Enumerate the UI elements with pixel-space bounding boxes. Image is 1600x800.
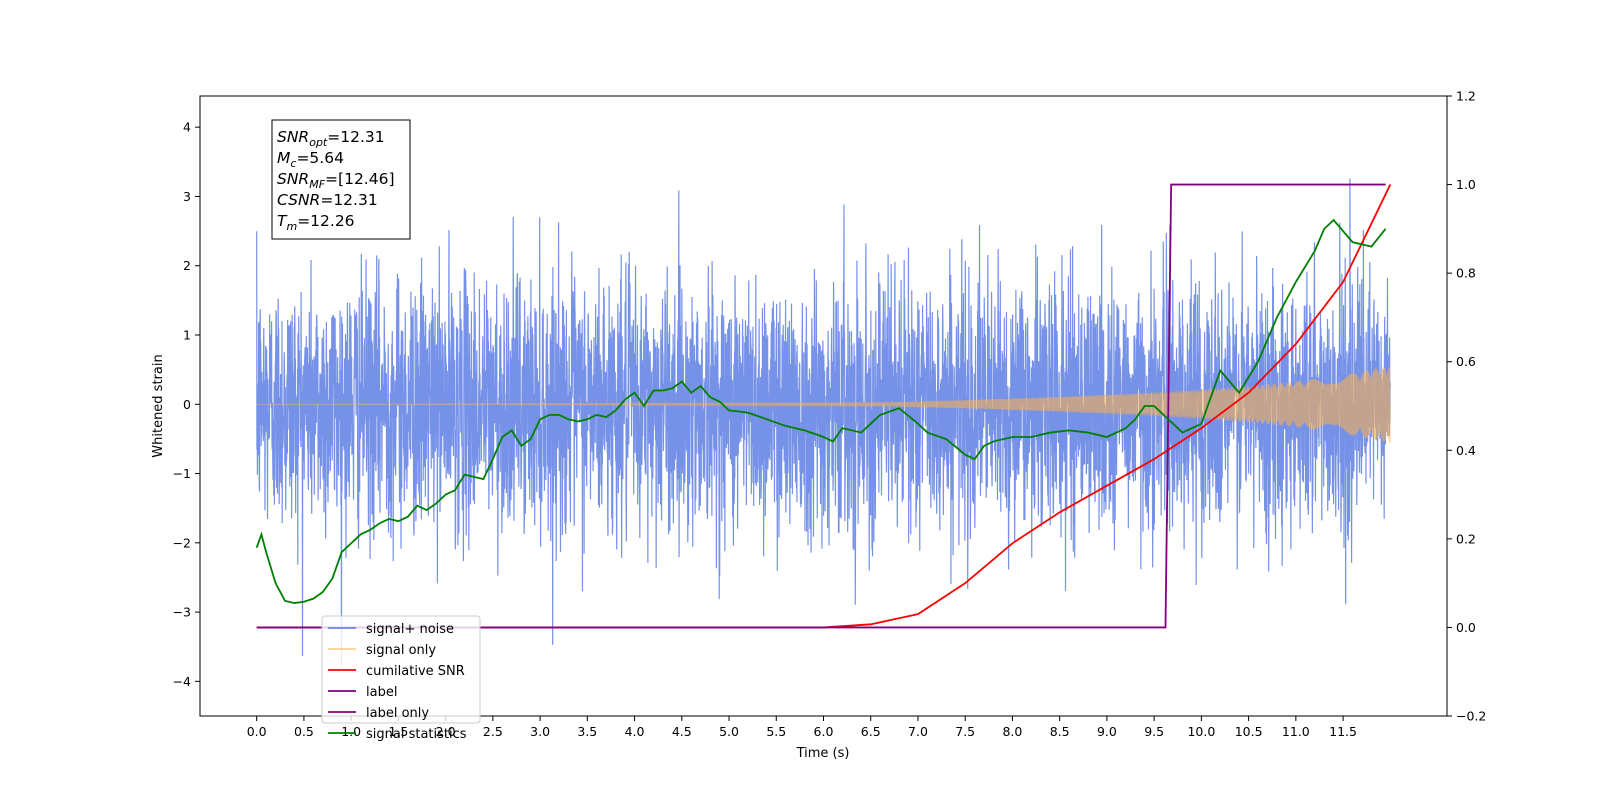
annotation-line: CSNR=12.31 (277, 191, 378, 209)
x-tick-label: 8.5 (1050, 724, 1070, 739)
annotation-symbol: T (277, 212, 288, 230)
x-tick-label: 9.0 (1097, 724, 1117, 739)
x-tick-label: 3.5 (577, 724, 597, 739)
annotation-value: =12.31 (327, 128, 384, 146)
series-cumulative-snr-line (256, 184, 1392, 629)
x-tick-label: 1.5 (388, 724, 408, 739)
x-tick-label: 10.5 (1235, 724, 1263, 739)
y-left-tick-label: −4 (173, 674, 191, 689)
annotation-value: =[12.46] (325, 170, 394, 188)
annotation-symbol: SNR (277, 170, 309, 188)
y-right-tick-label: 0.0 (1456, 620, 1476, 635)
legend-label: signal+ noise (366, 622, 454, 637)
annotation-subscript: c (290, 157, 296, 170)
y-left-tick-label: 3 (183, 189, 191, 204)
y-right-tick-label: 1.0 (1456, 177, 1476, 192)
x-tick-label: 11.5 (1329, 724, 1357, 739)
annotation-line: Tm=12.26 (277, 212, 355, 233)
annotation-symbol: SNR (277, 128, 309, 146)
x-tick-label: 0.0 (247, 724, 267, 739)
series-signal-statistics-line (255, 218, 1387, 604)
y-axis-left: −4 −3 −2 −1 0 1 2 3 4 (173, 120, 200, 689)
x-tick-label: 11.0 (1282, 724, 1310, 739)
x-tick-label: 9.5 (1144, 724, 1164, 739)
x-axis-title: Time (s) (796, 746, 850, 761)
x-tick-label: 4.5 (672, 724, 692, 739)
legend-label: label only (366, 706, 429, 721)
x-axis: 0.0 0.5 1.0 1.5 2.0 2.5 3.0 3.5 4.0 4.5 5.0 5.5 6.0 6… (247, 716, 1357, 739)
legend-label: signal statistics (366, 727, 467, 742)
y-left-tick-label: 0 (183, 397, 191, 412)
y-left-tick-label: −1 (173, 466, 191, 481)
y-left-tick-label: 4 (183, 120, 191, 135)
y-left-tick-label: 2 (183, 258, 191, 273)
x-tick-label: 8.0 (1002, 724, 1022, 739)
x-tick-label: 6.5 (861, 724, 881, 739)
annotation-subscript: MF (309, 178, 325, 191)
annotation-value: =12.26 (297, 212, 354, 230)
x-tick-label: 10.0 (1187, 724, 1215, 739)
y-right-tick-label: 0.6 (1456, 354, 1476, 369)
x-tick-label: 7.5 (955, 724, 975, 739)
annotation-line: SNRopt=12.31 (277, 128, 385, 149)
x-tick-label: 7.0 (908, 724, 928, 739)
legend-label: signal only (366, 643, 436, 658)
x-tick-label: 5.0 (719, 724, 739, 739)
legend-label: cumilative SNR (366, 664, 465, 679)
annotation-subscript: m (286, 220, 297, 233)
y-right-tick-label: −0.2 (1456, 709, 1486, 724)
annotation-symbol: M (277, 149, 290, 167)
annotation-value: =12.31 (320, 191, 377, 209)
legend-label: label (366, 685, 397, 700)
y-right-tick-label: 0.4 (1456, 443, 1476, 458)
series-label-line (256, 183, 1386, 629)
y-left-tick-label: 1 (183, 327, 191, 342)
annotation-value: =5.64 (296, 149, 344, 167)
x-tick-label: 2.5 (483, 724, 503, 739)
legend: signal+ noise signal only cumilative SNR la… (321, 615, 481, 742)
y-left-tick-label: −3 (173, 605, 191, 620)
y-right-tick-label: 0.2 (1456, 531, 1476, 546)
x-tick-label: 5.5 (766, 724, 786, 739)
series-signal-only-line (256, 366, 1391, 443)
y-axis-left-title: Whitened strain (151, 354, 166, 457)
x-tick-label: 3.0 (530, 724, 550, 739)
x-tick-label: 0.5 (294, 724, 314, 739)
x-tick-label: 6.0 (814, 724, 834, 739)
annotation-symbol: CSNR (277, 191, 320, 209)
annotation-subscript: opt (309, 136, 328, 149)
y-right-tick-label: 0.8 (1456, 266, 1476, 281)
legend-frame (321, 615, 481, 724)
x-tick-label: 2.0 (436, 724, 456, 739)
y-left-tick-label: −2 (173, 535, 191, 550)
y-axis-right: −0.2 0.0 0.2 0.4 0.6 0.8 1.0 1.2 (1447, 89, 1486, 724)
annotation-box: SNRopt=12.31Mc=5.64SNRMF=[12.46]CSNR=12.… (271, 119, 411, 240)
annotation-box-frame (271, 119, 411, 240)
annotation-line: SNRMF=[12.46] (277, 170, 395, 191)
annotation-line: Mc=5.64 (277, 149, 344, 170)
plot-area (255, 178, 1392, 666)
x-tick-label: 1.0 (341, 724, 361, 739)
x-tick-label: 4.0 (625, 724, 645, 739)
y-right-tick-label: 1.2 (1456, 89, 1476, 104)
